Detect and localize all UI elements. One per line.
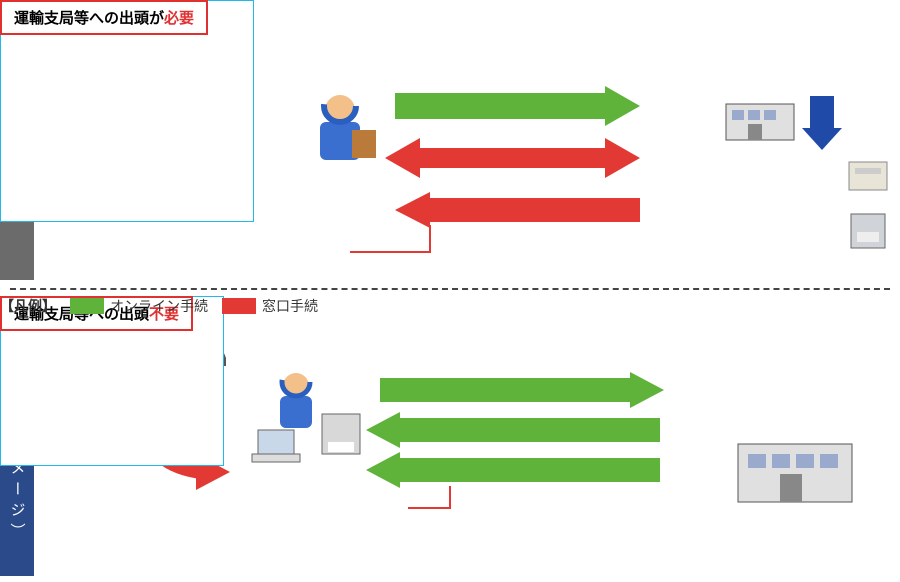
mechanic-icon — [300, 86, 380, 176]
legend: 【凡例】 オンライン手続 窓口手続 — [0, 296, 318, 316]
callout-top: 運輸支局等への出頭が必要 — [0, 0, 208, 35]
building-icon — [720, 84, 800, 144]
laptop-icon — [248, 426, 304, 470]
printer-icon-bot — [316, 404, 366, 464]
callout-hl: 必要 — [164, 10, 194, 27]
callout-pre: 運輸支局等への出頭が — [14, 10, 164, 27]
legend-online: オンライン手続 — [70, 296, 208, 316]
legend-title: 【凡例】 — [0, 296, 56, 316]
building-icon-bot — [730, 418, 860, 508]
panel-current: 現行 ユーザー 整備事業者等 点検・整備 — [0, 0, 900, 286]
sticker-machine-icon — [845, 208, 891, 254]
panel-revised: 見直し後（イメージ） ユーザー 整備事業者等 ピッ 車検依頼 車検完了 ICカー… — [0, 296, 900, 582]
panel-divider — [10, 288, 890, 290]
printer-icon — [845, 152, 891, 198]
legend-counter: 窓口手続 — [222, 296, 318, 316]
